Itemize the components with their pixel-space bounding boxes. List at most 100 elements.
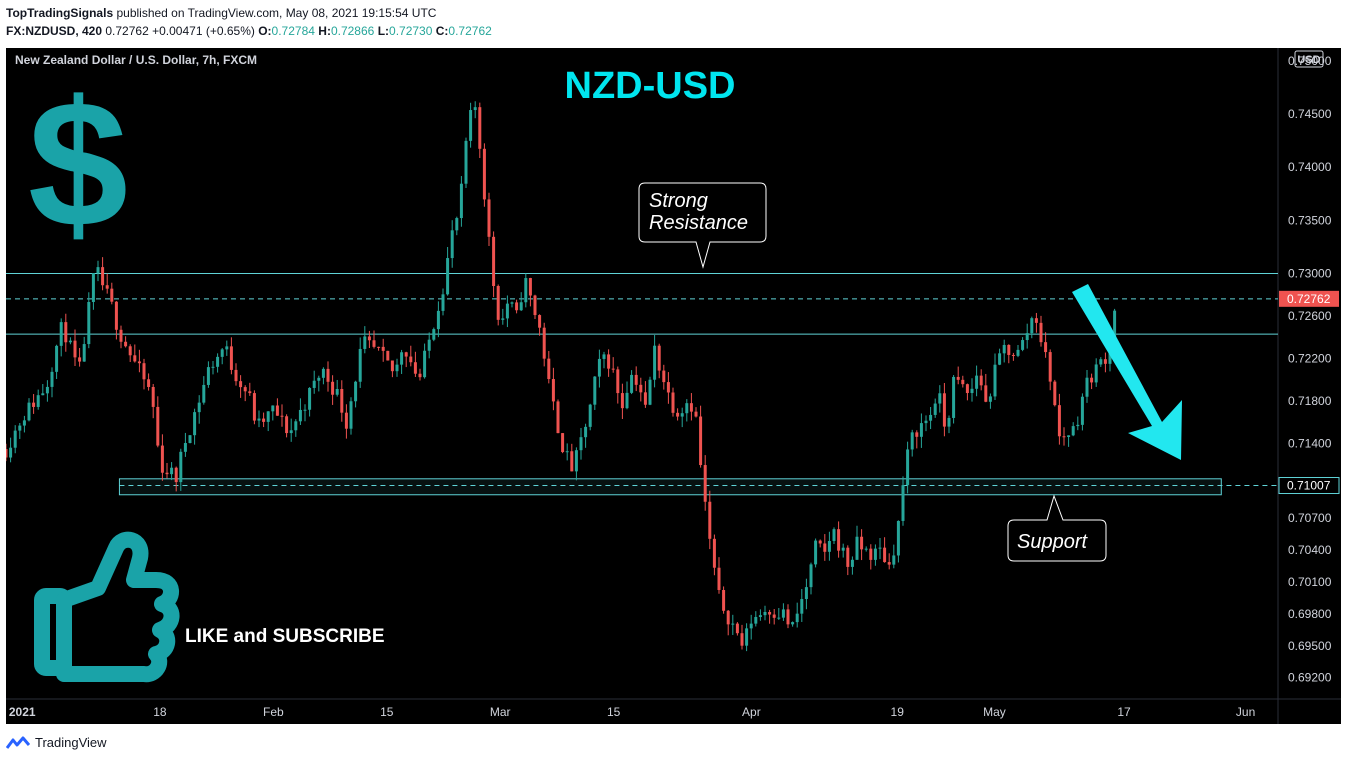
candle-body-124 bbox=[574, 450, 578, 472]
candle-body-78 bbox=[363, 336, 367, 349]
candle-body-86 bbox=[400, 352, 404, 365]
candle-body-37 bbox=[174, 467, 178, 483]
candle-body-161 bbox=[745, 628, 749, 646]
candle-body-129 bbox=[597, 358, 601, 377]
currency-box[interactable] bbox=[1294, 50, 1324, 68]
candle-body-134 bbox=[620, 393, 624, 409]
candle-body-111 bbox=[515, 302, 519, 311]
candle-body-136 bbox=[630, 374, 634, 393]
price-tick-2: 0.74000 bbox=[1288, 160, 1332, 174]
tradingview-logo-icon[interactable] bbox=[6, 736, 30, 750]
candle-body-3 bbox=[18, 425, 22, 431]
candle-body-233 bbox=[1076, 424, 1080, 427]
candle-body-15 bbox=[73, 340, 77, 358]
candle-body-45 bbox=[211, 366, 215, 368]
candle-body-110 bbox=[510, 302, 514, 304]
candle-body-210 bbox=[970, 388, 974, 394]
candle-body-39 bbox=[183, 443, 187, 452]
candle-body-64 bbox=[298, 409, 302, 422]
candle-body-151 bbox=[699, 416, 703, 466]
price-tick-6: 0.72200 bbox=[1288, 352, 1332, 366]
candle-body-169 bbox=[781, 609, 785, 618]
candle-body-8 bbox=[41, 393, 45, 396]
candle-body-228 bbox=[1053, 381, 1057, 406]
legend-title: New Zealand Dollar / U.S. Dollar, 7h, FX… bbox=[15, 53, 257, 67]
candle-body-60 bbox=[280, 415, 284, 417]
candle-body-177 bbox=[818, 540, 822, 544]
candle-body-154 bbox=[712, 538, 716, 568]
candle-body-80 bbox=[372, 340, 376, 347]
candle-body-79 bbox=[367, 336, 371, 341]
candle-body-36 bbox=[170, 467, 174, 475]
candle-body-187 bbox=[864, 548, 868, 550]
candle-body-182 bbox=[841, 547, 845, 551]
candle-body-175 bbox=[809, 564, 813, 588]
cta-text: LIKE and SUBSCRIBE bbox=[185, 626, 385, 647]
close-value: 0.72762 bbox=[448, 24, 492, 38]
price-levels bbox=[6, 273, 1278, 496]
candle-body-31 bbox=[147, 379, 151, 387]
candle-body-158 bbox=[731, 623, 735, 625]
candle-body-223 bbox=[1030, 318, 1034, 334]
candle-body-32 bbox=[151, 386, 155, 407]
ohlc-line: FX:NZDUSD, 420 0.72762 +0.00471 (+0.65%)… bbox=[6, 22, 492, 40]
candle-body-95 bbox=[441, 294, 445, 311]
candle-body-173 bbox=[800, 599, 804, 614]
candle-body-227 bbox=[1048, 352, 1052, 382]
candle-body-197 bbox=[910, 432, 914, 450]
candle-body-149 bbox=[689, 403, 693, 412]
time-tick-4: Mar bbox=[490, 705, 511, 719]
candle-body-150 bbox=[694, 411, 698, 417]
footer: TradingView bbox=[6, 735, 107, 750]
price-tick-3: 0.73500 bbox=[1288, 213, 1332, 227]
time-tick-6: Apr bbox=[742, 705, 761, 719]
svg-text:$: $ bbox=[28, 64, 128, 265]
price-tick-4: 0.73000 bbox=[1288, 267, 1332, 281]
candle-body-195 bbox=[901, 485, 905, 521]
candle-body-207 bbox=[956, 376, 960, 380]
candle-body-196 bbox=[906, 449, 910, 486]
candle-body-116 bbox=[538, 315, 542, 328]
candle-body-113 bbox=[524, 278, 528, 303]
candle-body-1 bbox=[9, 447, 13, 458]
chart-canvas[interactable]: New Zealand Dollar / U.S. Dollar, 7h, FX… bbox=[6, 48, 1341, 724]
candle-body-164 bbox=[758, 615, 762, 617]
candle-body-2 bbox=[13, 430, 17, 448]
candle-body-70 bbox=[326, 368, 330, 382]
candle-body-62 bbox=[289, 430, 293, 434]
candle-body-109 bbox=[505, 303, 509, 319]
candle-body-59 bbox=[275, 405, 279, 416]
high-label: H: bbox=[318, 24, 331, 38]
candle-body-65 bbox=[303, 409, 307, 411]
candle-body-106 bbox=[492, 236, 496, 287]
candle-body-71 bbox=[331, 381, 335, 395]
footer-brand[interactable]: TradingView bbox=[35, 735, 107, 750]
time-axis[interactable]: 2021 18 Feb 15 Mar 15 Apr 19 May 17 Jun bbox=[9, 705, 1255, 719]
candle-body-118 bbox=[547, 358, 551, 380]
time-tick-8: May bbox=[983, 705, 1006, 719]
candle-body-61 bbox=[285, 416, 289, 434]
candle-body-205 bbox=[947, 417, 951, 427]
candle-body-141 bbox=[653, 345, 657, 380]
candle-body-132 bbox=[611, 368, 615, 370]
candle-body-10 bbox=[50, 371, 54, 387]
candle-body-176 bbox=[814, 540, 818, 565]
candle-body-165 bbox=[763, 611, 767, 616]
candle-body-217 bbox=[1002, 344, 1006, 354]
high-value: 0.72866 bbox=[330, 24, 375, 38]
price-axis[interactable]: 0.75000 0.74500 0.74000 0.73500 0.73000 0.726… bbox=[1288, 54, 1332, 685]
candle-body-52 bbox=[243, 387, 247, 392]
candle-body-156 bbox=[722, 590, 726, 611]
candle-body-91 bbox=[423, 350, 427, 378]
chart-title: NZD-USD bbox=[565, 65, 736, 107]
candle-body-208 bbox=[961, 379, 965, 385]
candle-body-108 bbox=[501, 318, 505, 320]
candle-body-63 bbox=[294, 421, 298, 431]
author-name[interactable]: TopTradingSignals bbox=[6, 6, 114, 20]
candle-body-216 bbox=[998, 353, 1002, 365]
candle-body-215 bbox=[993, 364, 997, 397]
price-labels: 0.72762 0.71007 bbox=[1278, 290, 1340, 495]
candle-body-76 bbox=[354, 381, 358, 402]
candle-body-112 bbox=[519, 302, 523, 311]
chart-panel[interactable]: New Zealand Dollar / U.S. Dollar, 7h, FX… bbox=[6, 48, 1341, 724]
